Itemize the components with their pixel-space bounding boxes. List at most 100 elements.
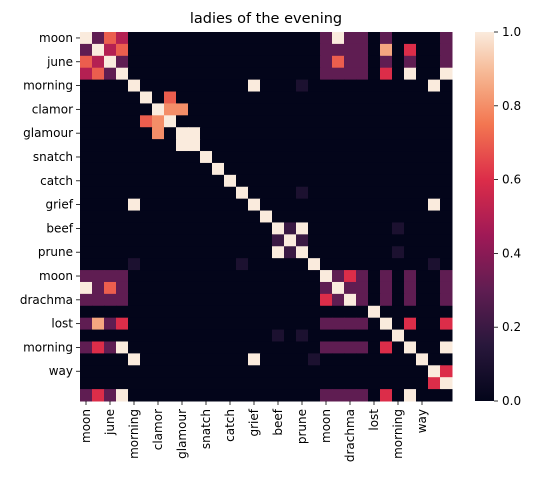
heatmap-cell	[428, 55, 441, 69]
heatmap-cell	[404, 103, 417, 116]
heatmap-cell	[212, 67, 225, 81]
heatmap-cell	[116, 389, 129, 402]
heatmap-cell	[344, 162, 357, 176]
colorbar-tick-label: 1.0	[502, 25, 521, 39]
heatmap-cell	[128, 103, 141, 116]
heatmap-cell	[440, 139, 453, 152]
heatmap-cell	[236, 234, 249, 247]
heatmap-cell	[248, 365, 261, 378]
heatmap-cell	[128, 270, 141, 283]
heatmap-cell	[380, 55, 393, 69]
heatmap-cell	[296, 329, 309, 342]
heatmap-cell	[332, 43, 345, 57]
heatmap-cell	[80, 258, 93, 271]
heatmap-cell	[296, 127, 309, 140]
heatmap-cell	[440, 234, 453, 247]
heatmap-cell	[368, 353, 381, 366]
heatmap-cell	[176, 115, 189, 128]
heatmap-cell	[428, 341, 441, 354]
heatmap-cell	[260, 174, 273, 188]
heatmap-cell	[164, 186, 177, 200]
heatmap-cell	[152, 365, 165, 378]
heatmap-cell	[428, 222, 441, 235]
heatmap-cell	[104, 79, 117, 93]
heatmap-cell	[332, 162, 345, 176]
heatmap-cell	[152, 174, 165, 188]
heatmap-cell	[116, 43, 129, 57]
heatmap-cell	[392, 377, 405, 390]
heatmap-cell	[176, 198, 189, 212]
heatmap-cell	[308, 281, 321, 295]
heatmap-cell	[308, 246, 321, 259]
heatmap-cell	[344, 234, 357, 247]
heatmap-cell	[164, 293, 177, 307]
heatmap-cell	[212, 365, 225, 378]
heatmap-cell	[416, 43, 429, 57]
heatmap-cell	[344, 103, 357, 116]
heatmap-cell	[140, 162, 153, 176]
heatmap-cell	[152, 258, 165, 271]
heatmap-cell	[80, 341, 93, 354]
heatmap-cell	[116, 91, 129, 104]
column-tick-label: moon	[319, 409, 333, 443]
heatmap-cell	[368, 293, 381, 307]
heatmap-cell	[332, 198, 345, 212]
heatmap-cell	[248, 281, 261, 295]
heatmap-cell	[200, 91, 213, 104]
heatmap-cell	[164, 353, 177, 366]
heatmap-cell	[176, 377, 189, 390]
heatmap-cell	[344, 174, 357, 188]
heatmap-cell	[440, 151, 453, 164]
heatmap-cell	[128, 365, 141, 378]
heatmap-cell	[188, 186, 201, 200]
heatmap-cell	[104, 198, 117, 212]
heatmap-cell	[308, 151, 321, 164]
heatmap-cell	[176, 43, 189, 57]
heatmap-cell	[128, 389, 141, 402]
heatmap-cell	[332, 91, 345, 104]
heatmap-cell	[428, 353, 441, 366]
heatmap-cell	[308, 234, 321, 247]
heatmap-cell	[260, 246, 273, 259]
heatmap-cell	[344, 281, 357, 295]
heatmap-cell	[404, 353, 417, 366]
heatmap-cell	[152, 305, 165, 319]
row-tick-label: morning	[23, 340, 73, 354]
heatmap-cell	[92, 281, 105, 295]
heatmap-cell	[380, 43, 393, 57]
heatmap-cell	[440, 365, 453, 378]
heatmap-cell	[404, 151, 417, 164]
heatmap-cell	[152, 270, 165, 283]
heatmap-cell	[92, 103, 105, 116]
heatmap-cell	[440, 353, 453, 366]
heatmap-cell	[380, 293, 393, 307]
heatmap-cell	[92, 32, 105, 45]
heatmap-cell	[188, 67, 201, 81]
heatmap-cell	[116, 210, 129, 223]
colorbar-tick-label: 0.4	[502, 246, 521, 260]
heatmap-cell	[224, 270, 237, 283]
heatmap-cell	[368, 151, 381, 164]
heatmap-cell	[128, 222, 141, 235]
heatmap-cell	[140, 91, 153, 104]
heatmap-cell	[296, 246, 309, 259]
heatmap-cell	[140, 317, 153, 331]
heatmap-cell	[368, 139, 381, 152]
heatmap-cell	[200, 186, 213, 200]
heatmap-cell	[440, 79, 453, 93]
heatmap-cell	[212, 186, 225, 200]
heatmap-cell	[260, 198, 273, 212]
heatmap-cell	[332, 377, 345, 390]
heatmap-cell	[212, 55, 225, 69]
heatmap-cell	[380, 151, 393, 164]
heatmap-cell	[320, 353, 333, 366]
heatmap-cell	[176, 341, 189, 354]
heatmap-cell	[164, 258, 177, 271]
heatmap-cell	[92, 139, 105, 152]
heatmap-cell	[188, 270, 201, 283]
heatmap-cell	[284, 79, 297, 93]
heatmap-cell	[296, 389, 309, 402]
heatmap-cell	[236, 317, 249, 331]
heatmap-cell	[308, 32, 321, 45]
heatmap-cell	[116, 162, 129, 176]
